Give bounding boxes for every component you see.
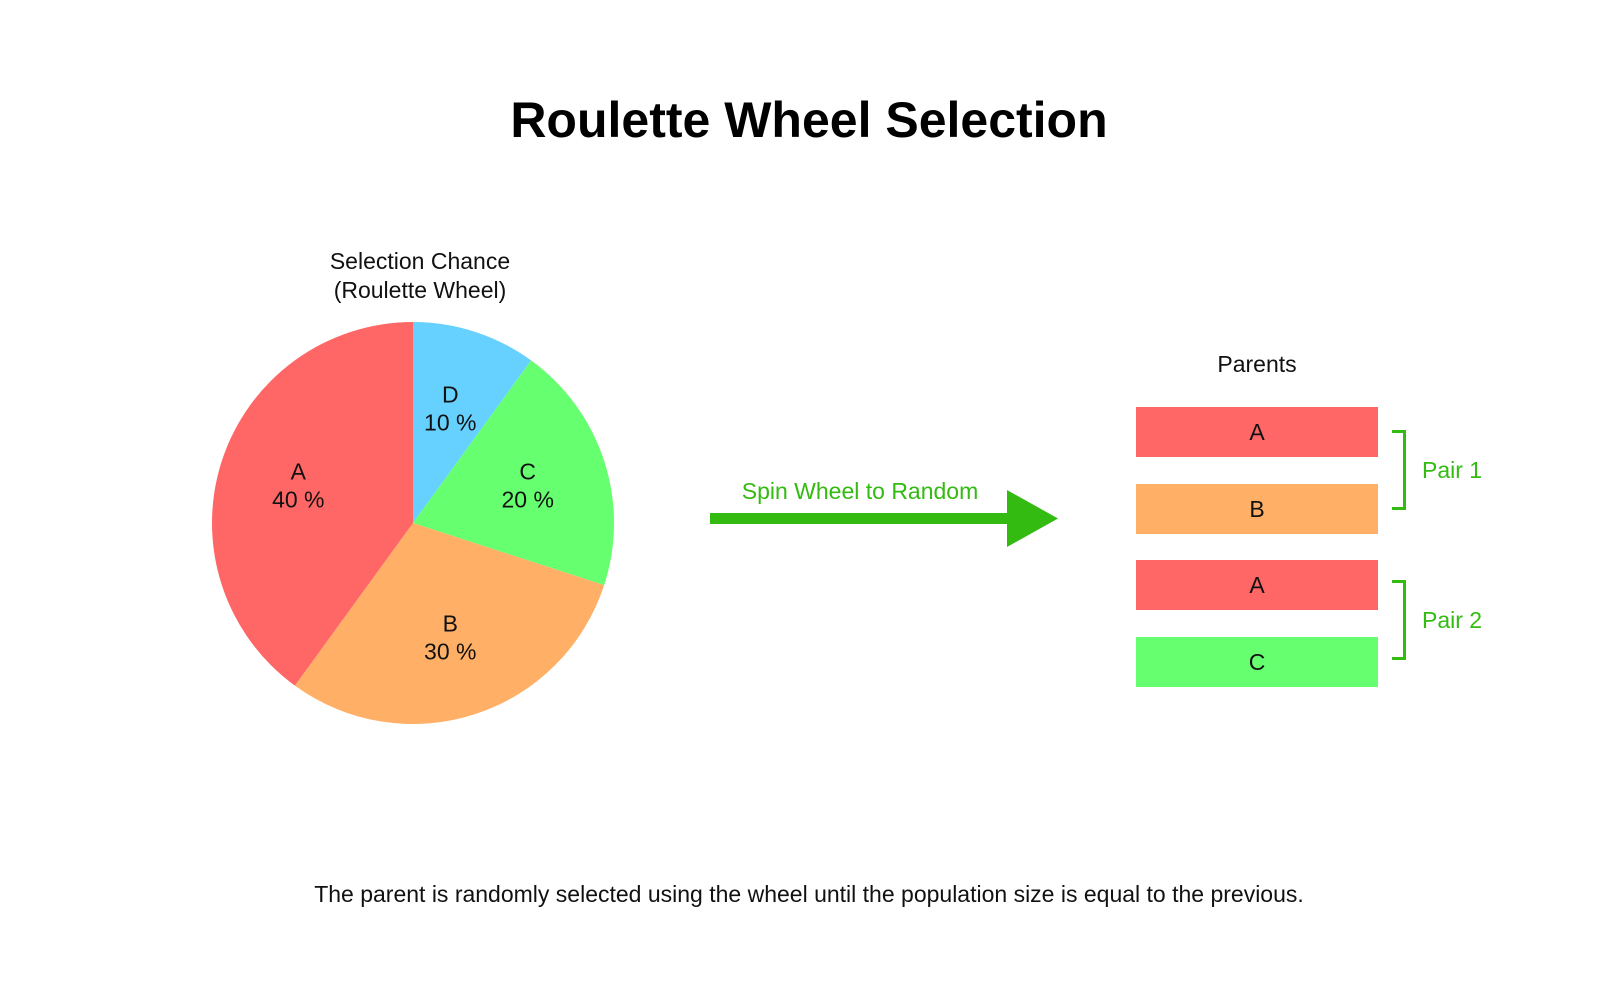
arrow-head <box>1007 490 1058 547</box>
roulette-wheel: D10 % C20 % B30 % A40 % <box>212 322 614 724</box>
pie-slice-percent-c: 20 % <box>501 487 553 513</box>
pie-slice-percent-d: 10 % <box>424 409 476 435</box>
parent-bar-2: B <box>1136 484 1378 534</box>
wheel-title-line2: (Roulette Wheel) <box>333 277 507 303</box>
pie-slice-name-b: B <box>443 611 458 637</box>
wheel-title-line1: Selection Chance <box>329 248 511 274</box>
parent-bar-4: C <box>1136 637 1378 687</box>
pie-slice-name-c: C <box>519 459 536 485</box>
pair-2-bracket <box>1392 580 1406 660</box>
parent-bar-label: A <box>1249 571 1265 598</box>
pie-slice-d <box>413 322 532 523</box>
pie-slice-c <box>413 360 614 586</box>
pie-slice-percent-a: 40 % <box>272 487 324 513</box>
spin-arrow-icon <box>710 490 1058 547</box>
pair-1-label: Pair 1 <box>1422 457 1483 483</box>
parent-bar-label: A <box>1249 418 1265 445</box>
caption: The parent is randomly selected using th… <box>314 881 1304 907</box>
pie-slice-a <box>212 322 413 686</box>
pie-slice-name-d: D <box>442 381 459 407</box>
parent-bar-3: A <box>1136 560 1378 610</box>
pair-2-label: Pair 2 <box>1422 607 1483 633</box>
wheel-title: Selection Chance (Roulette Wheel) <box>270 247 570 305</box>
pie-slice-b <box>294 523 605 724</box>
pair-1-bracket <box>1392 430 1406 510</box>
parents-title: Parents <box>1217 351 1297 377</box>
parent-bar-label: B <box>1249 495 1265 522</box>
arrow-label: Spin Wheel to Random <box>741 478 979 504</box>
parent-bar-1: A <box>1136 407 1378 457</box>
pie-slice-name-a: A <box>291 459 307 485</box>
arrow-shaft <box>710 513 1010 524</box>
parent-bar-label: C <box>1248 648 1266 675</box>
main-title: Roulette Wheel Selection <box>510 92 1108 148</box>
pie-slice-percent-b: 30 % <box>424 639 476 665</box>
